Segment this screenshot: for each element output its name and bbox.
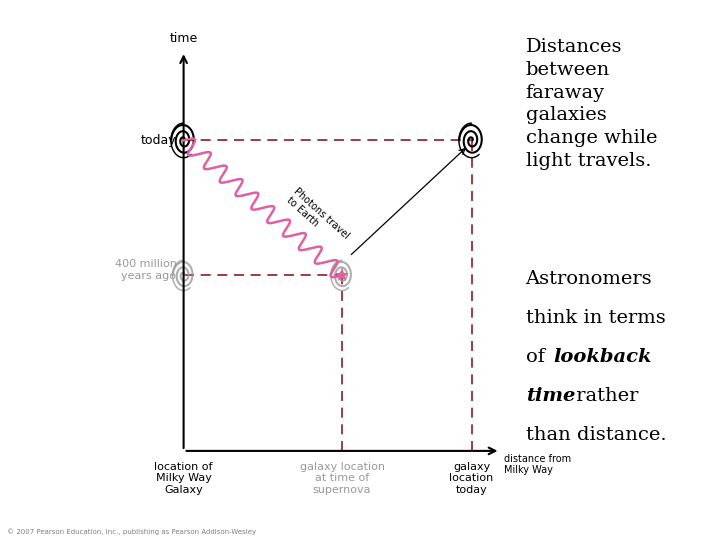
Text: lookback: lookback bbox=[553, 348, 652, 366]
Text: rather: rather bbox=[570, 387, 639, 404]
Text: Photons travel
to Earth: Photons travel to Earth bbox=[284, 186, 351, 250]
Text: time: time bbox=[526, 387, 575, 404]
Text: of: of bbox=[526, 348, 551, 366]
Text: than distance.: than distance. bbox=[526, 426, 666, 443]
Text: Distances
between
faraway
galaxies
change while
light travels.: Distances between faraway galaxies chang… bbox=[526, 38, 657, 170]
Text: think in terms: think in terms bbox=[526, 309, 665, 327]
Text: © 2007 Pearson Education, Inc., publishing as Pearson Addison-Wesley: © 2007 Pearson Education, Inc., publishi… bbox=[7, 528, 256, 535]
Text: location of
Milky Way
Galaxy: location of Milky Way Galaxy bbox=[154, 462, 213, 495]
Text: distance from
Milky Way: distance from Milky Way bbox=[504, 454, 571, 475]
Text: time: time bbox=[169, 32, 198, 45]
Text: galaxy
location
today: galaxy location today bbox=[449, 462, 494, 495]
Text: galaxy location
at time of
supernova: galaxy location at time of supernova bbox=[300, 462, 384, 495]
Text: Astronomers: Astronomers bbox=[526, 270, 652, 288]
Text: today: today bbox=[141, 134, 176, 147]
Text: 400 million
years ago: 400 million years ago bbox=[114, 259, 176, 281]
